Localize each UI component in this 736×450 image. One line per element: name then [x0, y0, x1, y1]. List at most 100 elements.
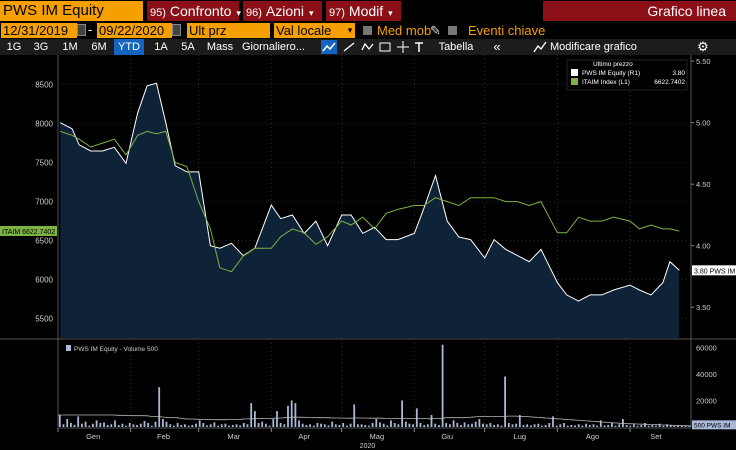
volume-bar — [165, 421, 168, 427]
x-axis-month-label: Giu — [441, 432, 453, 441]
volume-bar — [644, 423, 646, 427]
volume-bar — [250, 403, 253, 427]
volume-bar — [522, 425, 525, 427]
legend-series-value: 3.80 — [672, 70, 685, 77]
volume-bar — [309, 424, 311, 427]
currency-select[interactable]: Val locale — [274, 23, 345, 38]
volume-bar — [323, 424, 326, 427]
left-axis-tick-label: 7500 — [35, 159, 53, 168]
volume-bar — [235, 424, 238, 427]
volume-bar — [493, 425, 495, 427]
tab-1g[interactable]: 1G — [6, 41, 22, 53]
legend-header: Ultimo prezzo — [593, 61, 633, 68]
draw-tool-icon[interactable] — [360, 40, 376, 54]
ticker-field[interactable]: PWS IM Equity — [0, 1, 143, 21]
start-calendar-icon[interactable] — [77, 24, 86, 36]
compare-menu[interactable]: 95) Confronto ▾ — [147, 1, 241, 21]
volume-axis-tick-label: 60000 — [696, 343, 717, 352]
end-date-field[interactable]: 09/22/2020 — [97, 23, 172, 38]
trend-tool-icon[interactable] — [341, 40, 357, 54]
volume-bar — [294, 403, 297, 427]
volume-bar — [73, 425, 76, 427]
volume-bar — [507, 423, 510, 427]
collapse-icon[interactable]: « — [493, 39, 501, 54]
currency-dropdown-icon[interactable]: ▾ — [345, 23, 355, 38]
edit-chart-icon[interactable] — [533, 40, 547, 54]
edit-menu[interactable]: 97) Modif ▾ — [326, 1, 401, 21]
volume-bar — [581, 425, 584, 427]
line-chart-icon[interactable] — [321, 40, 337, 54]
right-axis-tick-label: 4.00 — [696, 242, 711, 251]
x-axis-month-label: Ago — [586, 432, 599, 441]
volume-bar — [596, 425, 598, 427]
volume-bar — [666, 424, 668, 427]
volume-bar — [220, 424, 223, 427]
volume-bar — [191, 425, 194, 427]
volume-bar — [154, 421, 157, 427]
volume-bar — [673, 425, 676, 427]
volume-bar — [375, 419, 378, 427]
volume-bar — [110, 424, 113, 427]
tab-6m[interactable]: 6M — [91, 41, 107, 53]
volume-bar — [184, 424, 186, 427]
text-tool-icon[interactable] — [412, 40, 426, 54]
end-calendar-icon[interactable] — [172, 24, 181, 36]
volume-bar — [88, 425, 91, 427]
volume-bar — [452, 420, 455, 427]
volume-bar — [441, 344, 444, 427]
moving-average-checkbox[interactable] — [363, 26, 372, 35]
volume-bar — [404, 421, 407, 427]
price-field-select[interactable]: Ult prz — [187, 23, 270, 38]
volume-bar — [518, 415, 521, 427]
volume-legend-swatch — [66, 345, 71, 351]
volume-bar — [139, 423, 142, 427]
volume-bar — [530, 425, 532, 427]
zoom-tool-icon[interactable] — [378, 40, 392, 54]
volume-bar — [603, 425, 606, 427]
volume-bar — [334, 424, 337, 427]
volume-bar — [537, 423, 540, 427]
compare-menu-label: Confronto — [169, 3, 232, 19]
volume-bar — [246, 424, 249, 427]
volume-bar — [599, 420, 602, 427]
volume-bar — [684, 425, 687, 427]
start-date-field[interactable]: 12/31/2019 — [1, 23, 77, 38]
volume-bar — [544, 425, 547, 427]
volume-bar — [655, 425, 657, 427]
periodicity-select[interactable]: Giornaliero... — [242, 39, 314, 55]
pencil-icon[interactable]: ✎ — [430, 23, 441, 38]
volume-bar — [272, 419, 275, 427]
moving-average-label: Med mob — [377, 23, 432, 38]
actions-menu[interactable]: 96) Azioni ▾ — [243, 1, 322, 21]
volume-bar — [150, 425, 153, 427]
crosshair-tool-icon[interactable] — [396, 40, 410, 54]
compare-menu-number: 95) — [150, 7, 166, 19]
edit-chart-button[interactable]: Modificare grafico — [550, 41, 637, 53]
volume-bar — [688, 426, 690, 427]
table-button[interactable]: Tabella — [438, 41, 474, 53]
volume-bar — [268, 425, 271, 427]
volume-bar — [386, 425, 389, 427]
gear-icon[interactable]: ⚙ — [697, 39, 709, 54]
volume-bar — [195, 423, 197, 427]
tab-1a[interactable]: 1A — [154, 41, 168, 53]
volume-bar — [338, 425, 341, 427]
volume-bar — [592, 424, 595, 427]
volume-bar — [353, 404, 356, 427]
zoom-tool-glyph — [379, 42, 391, 52]
chart-area[interactable]: 8500 8000 7500 7000 6500 6000 5500 5.50 5.00 4.50… — [0, 55, 736, 450]
left-axis-tick-label: 8000 — [35, 120, 53, 129]
right-axis-tick-label: 5.50 — [696, 57, 711, 66]
volume-bar — [254, 411, 256, 427]
tab-5a[interactable]: 5A — [181, 41, 195, 53]
tab-ytd[interactable]: YTD — [114, 39, 144, 55]
volume-bar — [349, 423, 352, 427]
x-axis-month-label: Lug — [514, 432, 527, 441]
key-events-checkbox[interactable] — [448, 26, 457, 35]
volume-bar — [614, 425, 617, 427]
tab-1m[interactable]: 1M — [62, 41, 78, 53]
volume-bar — [132, 424, 135, 427]
volume-bar — [482, 423, 484, 427]
tab-mass[interactable]: Mass — [206, 41, 234, 53]
tab-3g[interactable]: 3G — [33, 41, 49, 53]
